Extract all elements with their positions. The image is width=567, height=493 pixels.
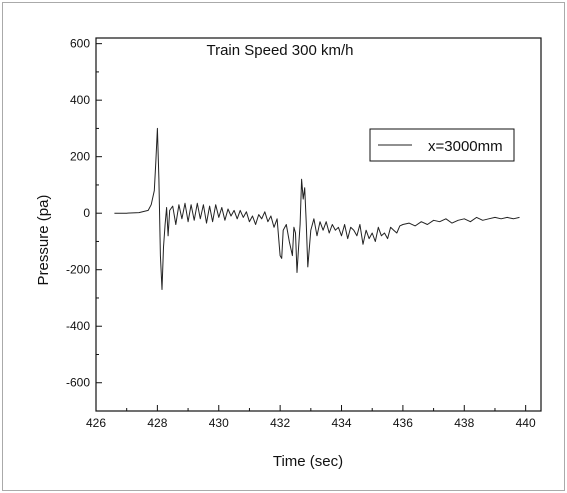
series-line-0 <box>114 127 520 290</box>
y-tick-label: -200 <box>66 263 90 277</box>
series-group <box>114 127 520 290</box>
y-tick-label: 200 <box>70 150 90 164</box>
x-tick-label: 426 <box>86 416 106 430</box>
y-tick-label: -600 <box>66 376 90 390</box>
x-tick-label: 436 <box>393 416 413 430</box>
x-tick-label: 432 <box>270 416 290 430</box>
x-tick-label: 440 <box>516 416 536 430</box>
x-axis-title: Time (sec) <box>273 453 343 470</box>
x-tick-label: 438 <box>454 416 474 430</box>
legend-label: x=3000mm <box>428 138 503 155</box>
plot-frame <box>95 37 542 412</box>
y-axis-title: Pressure (pa) <box>35 195 52 286</box>
y-tick-label: 600 <box>70 37 90 51</box>
y-tick-label: 0 <box>83 206 90 220</box>
y-tick-label: -400 <box>66 319 90 333</box>
y-axis-ticks: 600 400 200 0 -200 -400 -600 <box>66 37 102 412</box>
y-tick-label: 400 <box>70 93 90 107</box>
legend: x=3000mm <box>369 128 515 162</box>
x-tick-label: 430 <box>209 416 229 430</box>
x-axis-ticks: 426 428 430 432 434 436 438 440 <box>86 405 536 430</box>
x-tick-label: 434 <box>332 416 352 430</box>
chart-title: Train Speed 300 km/h <box>206 42 353 59</box>
x-tick-label: 428 <box>147 416 167 430</box>
